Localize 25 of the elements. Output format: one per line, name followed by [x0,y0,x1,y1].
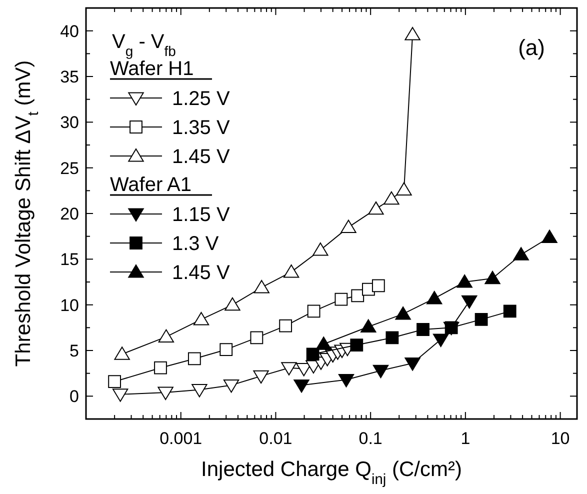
annotation: Wafer A1 [110,174,192,196]
legend-title: V$_{g}$ - V$_{fb}$ [112,31,176,59]
y-tick-label: 25 [60,158,79,178]
y-tick-label: 20 [60,204,79,224]
y-tick-label: 15 [60,250,79,270]
annotation: Wafer H1 [110,58,194,80]
y-tick-label: 5 [70,342,79,360]
legend-label: 1.45 V [172,146,230,168]
annotation: (a) [518,35,545,60]
x-tick-label: 0.1 [358,429,382,448]
x-tick-label: 10 [550,429,570,448]
y-tick-label: 40 [60,22,79,41]
legend-label: 1.15 V [172,204,230,226]
x-tick-label: 1 [460,429,470,448]
y-tick-label: 30 [60,113,79,132]
legend-label: 1.45 V [172,262,230,284]
legend-label: 1.35 V [172,117,230,139]
y-tick-label: 35 [60,68,79,86]
x-tick-label: 0.01 [259,429,292,448]
y-tick-label: 10 [60,296,79,315]
legend-label: 1.3 V [172,233,220,255]
x-axis-title: Injected Charge Q$_{inj}$ (C/cm²) [201,458,462,488]
x-tick-label: 0.001 [160,429,202,448]
y-tick-label: 0 [70,387,79,406]
legend-label: 1.25 V [172,88,230,110]
